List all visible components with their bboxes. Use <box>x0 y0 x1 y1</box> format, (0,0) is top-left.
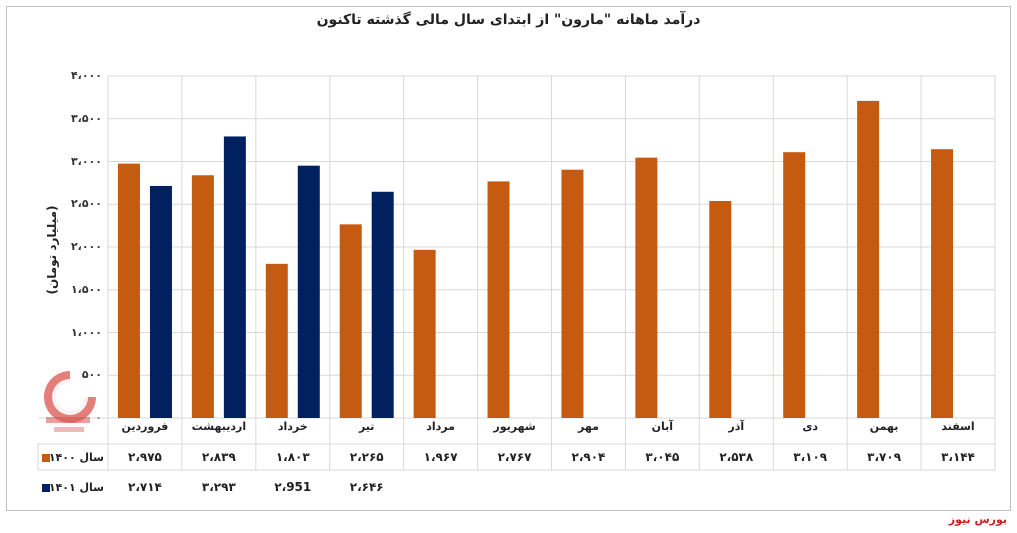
x-tick-label: مرداد <box>426 420 455 433</box>
bar-1-11 <box>857 100 880 419</box>
x-tick-label: اردیبهشت <box>191 420 247 433</box>
y-tick-label: ۳،۵۰۰ <box>70 111 102 125</box>
data-label: ۳،۲۹۳ <box>201 480 236 494</box>
x-tick-label: تیر <box>358 420 375 433</box>
data-label: ۲،۷۶۷ <box>497 450 532 464</box>
logo-icon <box>44 371 96 432</box>
data-label: ۲،۵۳۸ <box>719 450 754 464</box>
bar-2-1 <box>149 185 172 418</box>
data-label: ۳،۱۰۹ <box>793 450 828 464</box>
x-tick-label: شهریور <box>493 420 536 433</box>
bar-1-12 <box>931 149 954 419</box>
data-label: ۲،951 <box>274 480 312 494</box>
data-label: ۳،۱۴۴ <box>941 450 975 464</box>
bar-1-10 <box>783 152 806 419</box>
x-tick-label: اسفند <box>941 420 975 433</box>
bar-1-1 <box>117 163 140 418</box>
bar-2-2 <box>223 136 246 419</box>
bar-1-4 <box>339 224 362 418</box>
data-label: ۲،۸۳۹ <box>201 450 236 464</box>
data-label: ۳،۰۴۵ <box>645 450 680 464</box>
bar-1-3 <box>265 263 288 418</box>
x-tick-label: دی <box>802 420 819 433</box>
data-label: ۲،۲۶۵ <box>349 450 384 464</box>
legend-swatch <box>42 484 50 492</box>
data-label: ۳،۷۰۹ <box>867 450 902 464</box>
bar-1-5 <box>413 249 436 418</box>
legend-swatch <box>42 454 50 462</box>
x-tick-label: فروردین <box>121 420 169 433</box>
legend-label: سال ۱۴۰۰ <box>48 451 104 464</box>
bar-2-4 <box>371 191 394 418</box>
y-tick-label: ۱،۵۰۰ <box>70 282 102 296</box>
y-tick-label: ۱،۰۰۰ <box>70 325 102 339</box>
y-tick-label: ۲،۰۰۰ <box>70 240 102 253</box>
bar-1-7 <box>561 169 584 418</box>
x-tick-label: آذر <box>728 420 745 433</box>
data-label: ۲،۹۰۴ <box>571 450 606 464</box>
legend-label: سال ۱۴۰۱ <box>48 481 104 494</box>
data-label: ۱،۹۶۷ <box>423 450 458 464</box>
bar-1-2 <box>191 175 214 418</box>
x-tick-label: بهمن <box>869 420 899 433</box>
y-tick-label: ۵۰۰ <box>81 368 102 382</box>
y-tick-label: ۴،۰۰۰ <box>70 69 102 82</box>
bar-2-3 <box>297 165 320 418</box>
chart-title: درآمد ماهانه "مارون" از ابتدای سال مالی … <box>316 12 701 28</box>
bar-1-6 <box>487 181 510 418</box>
y-tick-label: ۲،۵۰۰ <box>70 197 102 211</box>
bar-1-9 <box>709 201 732 418</box>
x-tick-label: آبان <box>651 420 674 433</box>
data-label: ۲،۹۷۵ <box>128 450 162 464</box>
source-label: بورس نیوز <box>948 513 1007 526</box>
x-tick-label: خرداد <box>277 420 308 433</box>
data-label: ۱،۸۰۳ <box>275 450 310 464</box>
bar-1-8 <box>635 157 658 418</box>
y-tick-label: ۳،۰۰۰ <box>70 154 102 168</box>
x-tick-label: مهر <box>577 420 599 433</box>
data-label: ۲،۶۴۶ <box>349 480 384 494</box>
data-label: ۲،۷۱۴ <box>128 480 162 494</box>
